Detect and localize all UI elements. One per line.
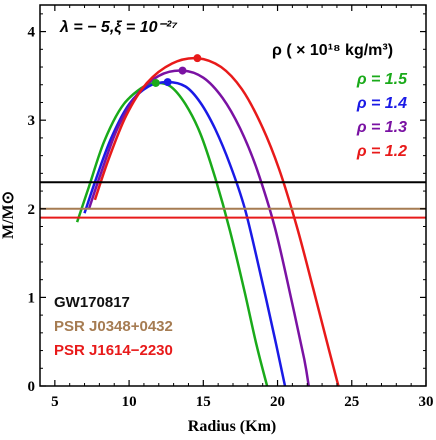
x-tick-label: 25 (344, 394, 359, 410)
y-tick-label: 0 (28, 379, 36, 395)
reference-line-label-0: GW170817 (54, 294, 130, 311)
y-tick-label: 4 (28, 25, 36, 41)
legend-entry-2: ρ = 1.3 (356, 119, 407, 136)
max-mass-dot-0 (151, 78, 160, 87)
reference-line-labels: GW170817 PSR J0348+0432 PSR J1614−2230 (54, 294, 173, 359)
legend-entry-0: ρ = 1.5 (356, 71, 408, 88)
x-axis-title: Radius (Km) (188, 418, 276, 435)
max-mass-dot-3 (193, 54, 202, 63)
legend: ρ = 1.5 ρ = 1.4 ρ = 1.3 ρ = 1.2 (356, 71, 408, 160)
y-tick-label: 2 (28, 202, 36, 218)
legend-entry-1: ρ = 1.4 (356, 95, 407, 112)
axis-ticks-layer: 5 10 15 20 25 30 0 1 2 3 4 (28, 5, 434, 410)
max-mass-dots-layer (151, 54, 202, 87)
series-line-2 (87, 69, 310, 387)
max-mass-dot-2 (178, 66, 187, 75)
chart-title: λ = − 5,ξ = 10⁻²⁷ (59, 19, 178, 36)
curves-layer (75, 56, 340, 387)
series-line-0 (75, 81, 269, 387)
series-line-3 (93, 56, 340, 387)
y-tick-label: 1 (28, 290, 36, 306)
series-line-1 (83, 80, 287, 387)
reference-line-label-2: PSR J1614−2230 (54, 342, 173, 359)
x-tick-label: 5 (51, 394, 59, 410)
reference-lines-layer (40, 181, 426, 219)
legend-title: ρ ( × 10¹⁸ kg/m³) (272, 42, 393, 59)
reference-line-label-1: PSR J0348+0432 (54, 318, 173, 335)
x-tick-label: 20 (270, 394, 285, 410)
x-tick-label: 15 (196, 394, 211, 410)
max-mass-dot-1 (163, 78, 172, 87)
x-tick-label: 10 (122, 394, 137, 410)
x-tick-label: 30 (419, 394, 434, 410)
y-tick-label: 3 (28, 113, 36, 129)
legend-entry-3: ρ = 1.2 (356, 143, 407, 160)
y-axis-title: M/M⊙ (0, 191, 17, 239)
